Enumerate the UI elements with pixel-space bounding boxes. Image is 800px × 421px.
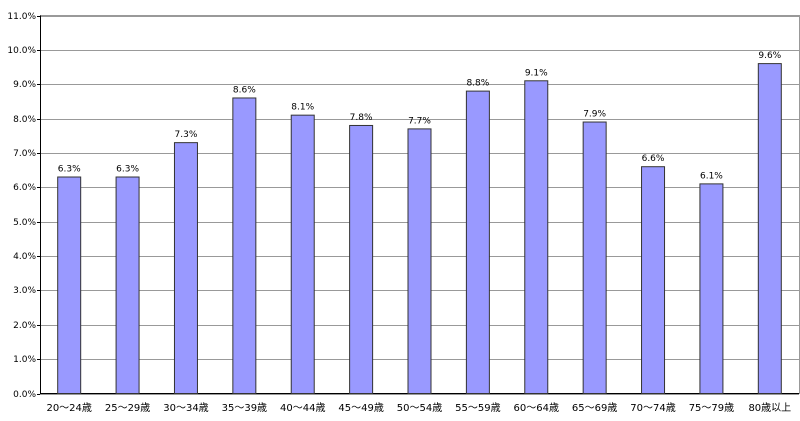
x-tick-label: 40～44歳: [280, 402, 325, 414]
bar: [290, 114, 315, 395]
data-label: 9.1%: [525, 68, 548, 78]
x-tick-label: 50～54歳: [397, 402, 442, 414]
y-tick-label: 7.0%: [13, 149, 36, 159]
bar: [699, 183, 724, 394]
bar: [524, 80, 549, 394]
y-tick-label: 4.0%: [13, 252, 36, 262]
data-label: 8.8%: [466, 79, 489, 89]
x-tick-label: 25～29歳: [105, 402, 150, 414]
bar: [173, 142, 198, 394]
data-label: 6.3%: [116, 165, 139, 175]
x-tick-label: 20～24歳: [46, 402, 91, 414]
y-tick-label: 6.0%: [13, 183, 36, 193]
x-tick-label: 35～39歳: [222, 402, 267, 414]
bar: [465, 90, 490, 394]
y-tick-label: 8.0%: [13, 115, 36, 125]
data-label: 7.3%: [175, 130, 198, 140]
data-label: 6.6%: [642, 154, 665, 164]
data-label: 8.6%: [233, 85, 256, 95]
data-label: 9.6%: [758, 51, 781, 61]
bar: [349, 124, 374, 395]
bar: [407, 128, 432, 394]
y-tick-label: 2.0%: [13, 321, 36, 331]
x-tick-label: 60～64歳: [514, 402, 559, 414]
x-tick-label: 55～59歳: [455, 402, 500, 414]
data-label: 8.1%: [291, 103, 314, 113]
data-label: 6.3%: [58, 165, 81, 175]
data-label: 6.1%: [700, 171, 723, 181]
x-tick-label: 80歳以上: [748, 402, 791, 414]
y-tick-label: 5.0%: [13, 218, 36, 228]
y-tick-label: 10.0%: [7, 46, 36, 56]
y-tick-label: 9.0%: [13, 80, 36, 90]
data-label: 7.9%: [583, 110, 606, 120]
data-label: 7.7%: [408, 116, 431, 126]
bar: [582, 121, 607, 394]
bar: [57, 176, 82, 394]
y-tick-label: 11.0%: [7, 12, 36, 22]
x-tick-label: 75～79歳: [689, 402, 734, 414]
y-tick-label: 3.0%: [13, 286, 36, 296]
x-tick-label: 45～49歳: [338, 402, 383, 414]
y-tick-label: 1.0%: [13, 355, 36, 365]
data-label: 7.8%: [350, 113, 373, 123]
bar: [115, 176, 140, 394]
x-tick-label: 70～74歳: [630, 402, 675, 414]
x-tick-label: 65～69歳: [572, 402, 617, 414]
bar: [232, 97, 257, 395]
bar: [757, 63, 782, 394]
y-tick-label: 0.0%: [13, 390, 36, 400]
bar: [641, 166, 666, 394]
x-tick-label: 30～34歳: [163, 402, 208, 414]
